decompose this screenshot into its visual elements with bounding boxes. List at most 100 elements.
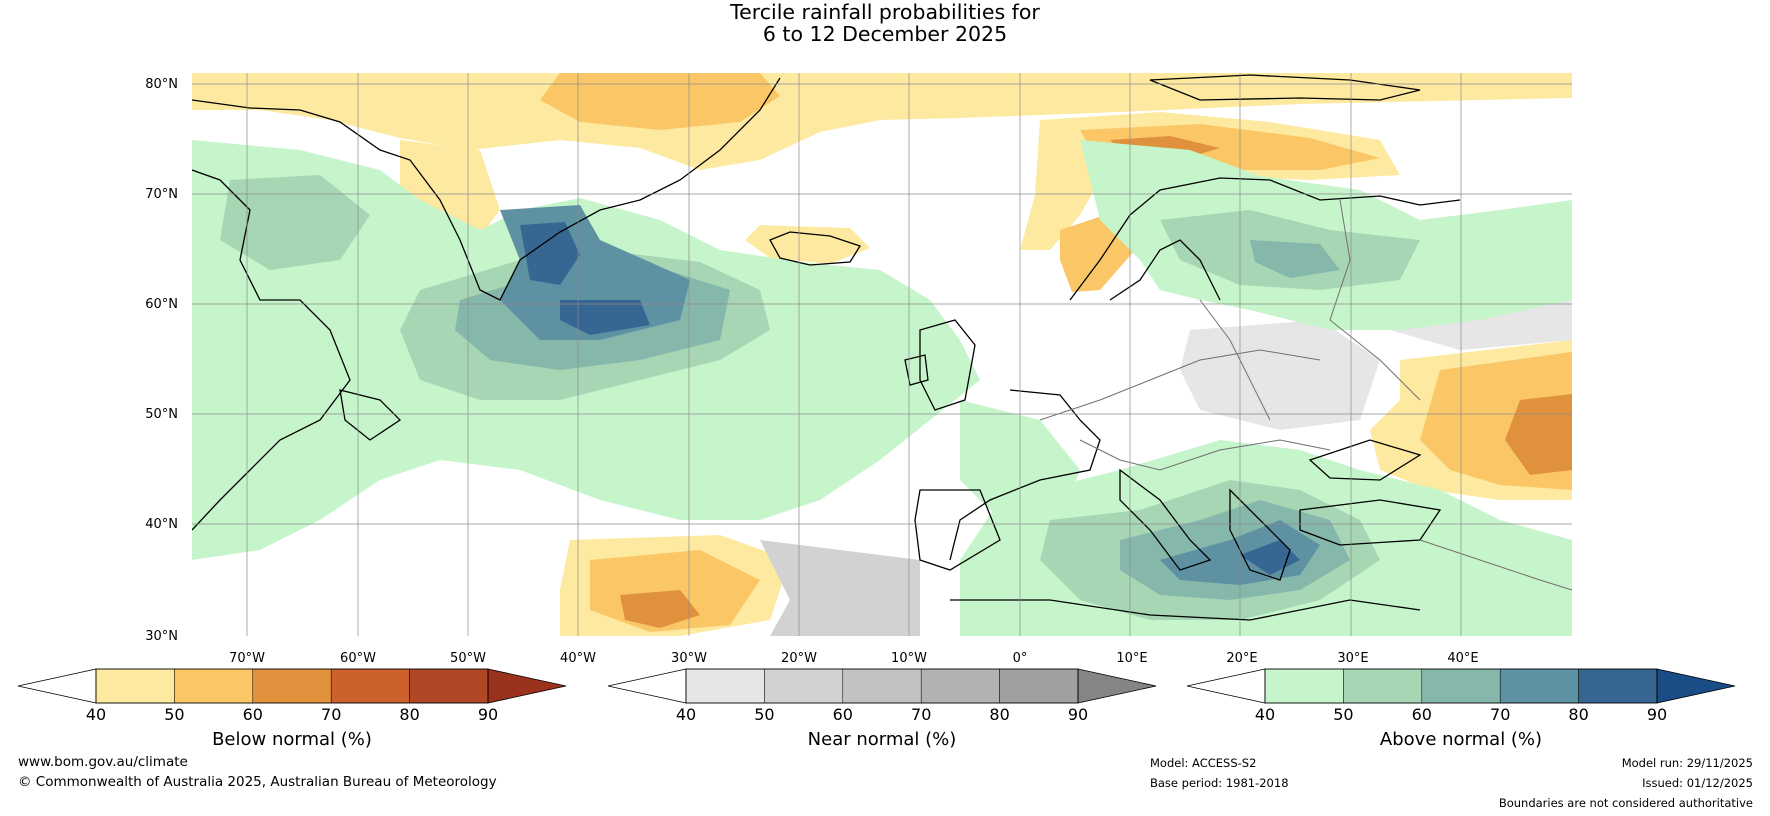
- colorbar-segment: [95, 668, 175, 704]
- balkans-coast: [1229, 488, 1291, 581]
- below-normal-40-north-band: [192, 73, 1572, 170]
- colorbar-tick-label: 70: [911, 705, 931, 724]
- newfoundland-coast: [339, 389, 402, 441]
- map-panel: [192, 73, 1572, 636]
- lon-label-10e: 10°E: [1116, 651, 1147, 666]
- above-normal-80-irminger: [520, 222, 580, 285]
- colorbar-segment: [409, 668, 489, 704]
- france-iberia-coast: [949, 389, 1101, 561]
- colorbar-outline: [1264, 668, 1658, 704]
- colorbar-tick-label: 90: [478, 705, 498, 724]
- colorbar-tick-label: 70: [321, 705, 341, 724]
- colorbar-segment: [330, 668, 410, 704]
- north-africa-coast: [950, 599, 1421, 621]
- footer-copyright: © Commonwealth of Australia 2025, Austra…: [18, 774, 497, 790]
- lat-label-50n: 50°N: [145, 407, 178, 422]
- colorbar-title: Above normal (%): [1380, 729, 1542, 750]
- map-title-line2: 6 to 12 December 2025: [762, 22, 1008, 46]
- colorbar-tick-label: 90: [1068, 705, 1088, 724]
- below-normal-60-canaries: [620, 590, 700, 628]
- colorbar-outline: [685, 668, 1079, 704]
- above-normal-60-finland: [1250, 240, 1340, 278]
- colorbar-tick-label: 70: [1490, 705, 1510, 724]
- colorbar-tick-label: 50: [1333, 705, 1353, 724]
- lat-label-80n: 80°N: [145, 77, 178, 92]
- colorbar-segment: [1578, 668, 1658, 704]
- colorbar-tick-label: 90: [1647, 705, 1667, 724]
- footer-model: Model: ACCESS-S2: [1150, 756, 1257, 770]
- colorbar-segment: [1499, 668, 1579, 704]
- colorbar-segment: [999, 668, 1079, 704]
- colorbar-tick-label: 80: [399, 705, 419, 724]
- border-russia: [1329, 199, 1421, 401]
- colorbar-tick-label: 40: [676, 705, 696, 724]
- iberia-coast: [914, 489, 1001, 571]
- colorbar-above-normal: 40 50 60 70 80 90 Above normal (%): [1186, 668, 1736, 750]
- colorbar-tick-label: 80: [1568, 705, 1588, 724]
- colorbar-over-triangle: [1656, 668, 1736, 704]
- colorbar-segment: [1343, 668, 1423, 704]
- colorbar-under-triangle: [607, 668, 687, 704]
- lat-label-60n: 60°N: [145, 297, 178, 312]
- colorbar-under-triangle: [1186, 668, 1266, 704]
- colorbar-tick-label: 60: [243, 705, 263, 724]
- black-sea-coast: [1308, 439, 1422, 481]
- map-title-line1: Tercile rainfall probabilities for: [730, 0, 1040, 24]
- colorbar-segment: [764, 668, 844, 704]
- near-normal-50-morocco-offshore: [760, 540, 920, 636]
- lon-label-0: 0°: [1013, 651, 1028, 666]
- colorbar-title: Below normal (%): [212, 729, 372, 750]
- lon-label-10w: 10°W: [891, 651, 927, 666]
- colorbar-segment: [252, 668, 332, 704]
- border-western-europe: [1039, 349, 1321, 421]
- below-normal-50-north-atlantic: [540, 73, 780, 130]
- lon-label-30e: 30°E: [1337, 651, 1368, 666]
- border-central-europe: [1079, 439, 1331, 471]
- country-borders: [1039, 199, 1572, 591]
- ireland-coast: [904, 354, 929, 386]
- footer-issued: Issued: 01/12/2025: [1642, 776, 1753, 790]
- colorbar-tick-label: 60: [833, 705, 853, 724]
- colorbar-segment: [1421, 668, 1501, 704]
- lon-label-20e: 20°E: [1226, 651, 1257, 666]
- lon-label-40e: 40°E: [1447, 651, 1478, 666]
- lon-label-20w: 20°W: [781, 651, 817, 666]
- colorbar-over-triangle: [487, 668, 567, 704]
- svalbard-coast: [1149, 74, 1421, 101]
- colorbar-tick-label: 40: [86, 705, 106, 724]
- iceland-coast: [769, 231, 861, 266]
- colorbar-tick-label: 40: [1255, 705, 1275, 724]
- lon-label-70w: 70°W: [229, 651, 265, 666]
- below-normal-40-iceland: [745, 225, 870, 264]
- lat-label-70n: 70°N: [145, 187, 178, 202]
- norway-coast: [1069, 177, 1461, 301]
- above-normal-80-mid-atlantic: [560, 300, 650, 335]
- near-normal-40-eastern-europe: [1180, 320, 1380, 430]
- colorbar-near-normal: 40 50 60 70 80 90 Near normal (%): [607, 668, 1157, 750]
- footer-model-run: Model run: 29/11/2025: [1621, 756, 1753, 770]
- colorbar-tick-label: 50: [754, 705, 774, 724]
- footer-url: www.bom.gov.au/climate: [18, 754, 188, 770]
- border-middle-east: [1419, 539, 1572, 591]
- sweden-coast: [1109, 239, 1221, 301]
- colorbar-segment: [174, 668, 254, 704]
- lon-label-60w: 60°W: [340, 651, 376, 666]
- colorbar-segment: [685, 668, 765, 704]
- colorbar-tick-label: 50: [164, 705, 184, 724]
- latitude-labels: 80°N 70°N 60°N 50°N 40°N 30°N: [145, 77, 178, 644]
- probability-fills: [192, 73, 1572, 636]
- lon-label-40w: 40°W: [560, 651, 596, 666]
- colorbar-title: Near normal (%): [808, 729, 957, 750]
- footer-disclaimer: Boundaries are not considered authoritat…: [1498, 796, 1753, 810]
- coastlines: [192, 74, 1461, 621]
- colorbar-outline: [95, 668, 489, 704]
- great-britain-coast: [919, 319, 976, 411]
- colorbar-below-normal: 40 50 60 70 80 90 Below normal (%): [17, 668, 567, 750]
- lon-label-30w: 30°W: [671, 651, 707, 666]
- above-normal-50-labrador: [220, 175, 370, 270]
- lon-label-50w: 50°W: [450, 651, 486, 666]
- colorbar-tick-label: 80: [989, 705, 1009, 724]
- italy-coast: [1119, 468, 1212, 571]
- colorbar-segment: [1264, 668, 1344, 704]
- colorbar-over-triangle: [1077, 668, 1157, 704]
